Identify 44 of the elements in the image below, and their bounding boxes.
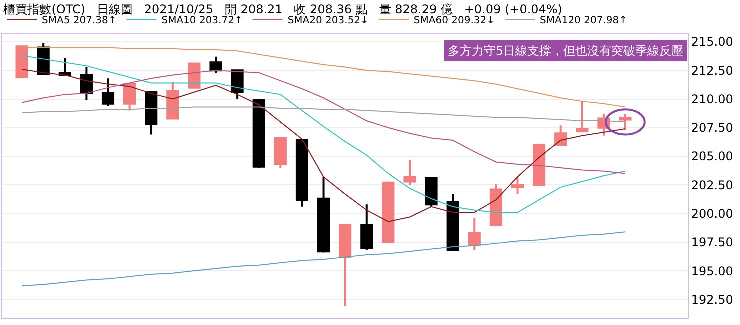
candlestick xyxy=(102,78,115,108)
candlestick xyxy=(188,62,201,89)
y-tick-label: 210.00 xyxy=(691,92,734,106)
line-series xyxy=(22,70,626,174)
candlestick xyxy=(490,183,502,226)
candlestick xyxy=(360,204,374,252)
line-series xyxy=(22,232,626,286)
legend-label: SMA10 203.72↑ xyxy=(162,15,243,26)
candlestick xyxy=(210,56,222,74)
chart-title: 櫃買指數(OTC) 日線圖 2021/10/25 開 208.21 收 208.36 點 量 828.29 億 +0.09 (+0.04%) xyxy=(4,2,563,16)
legend-label: SMA120 207.98↑ xyxy=(540,15,628,26)
candlestick xyxy=(339,224,352,308)
y-tick-label: 197.50 xyxy=(691,236,734,250)
candlestick xyxy=(145,91,158,136)
candlestick xyxy=(425,177,438,208)
annotation: 多方力守5日線支撐，但也沒有突破季線反壓 xyxy=(448,44,684,58)
candlestick xyxy=(533,142,546,186)
y-tick-label: 202.50 xyxy=(691,178,734,192)
candlestick xyxy=(274,137,287,169)
y-tick-label: 192.50 xyxy=(691,292,734,307)
candlestick xyxy=(166,81,180,120)
candlestick xyxy=(554,124,568,146)
candlestick xyxy=(317,176,330,254)
candlestick xyxy=(231,70,244,100)
legend-label: SMA60 209.32↓ xyxy=(414,15,496,26)
candlestick xyxy=(446,193,460,252)
legend-label: SMA5 207.38↑ xyxy=(42,15,117,26)
candlestick xyxy=(468,217,481,252)
candlestick xyxy=(296,140,308,208)
y-tick-label: 212.50 xyxy=(691,64,734,78)
y-tick-label: 195.00 xyxy=(691,264,734,278)
candlestick xyxy=(382,182,395,244)
candlestick xyxy=(16,46,28,79)
candlestick xyxy=(124,83,136,112)
y-tick-label: 200.00 xyxy=(691,206,734,221)
candlestick xyxy=(511,176,524,196)
y-tick-label: 205.00 xyxy=(691,150,734,164)
candlestick xyxy=(576,100,589,132)
candlestick xyxy=(80,66,93,102)
y-tick-label: 207.50 xyxy=(691,121,734,136)
candlestick xyxy=(404,158,416,186)
candlestick xyxy=(252,99,266,169)
legend-label: SMA20 203.52↓ xyxy=(288,15,369,26)
y-tick-label: 215.00 xyxy=(691,35,734,50)
